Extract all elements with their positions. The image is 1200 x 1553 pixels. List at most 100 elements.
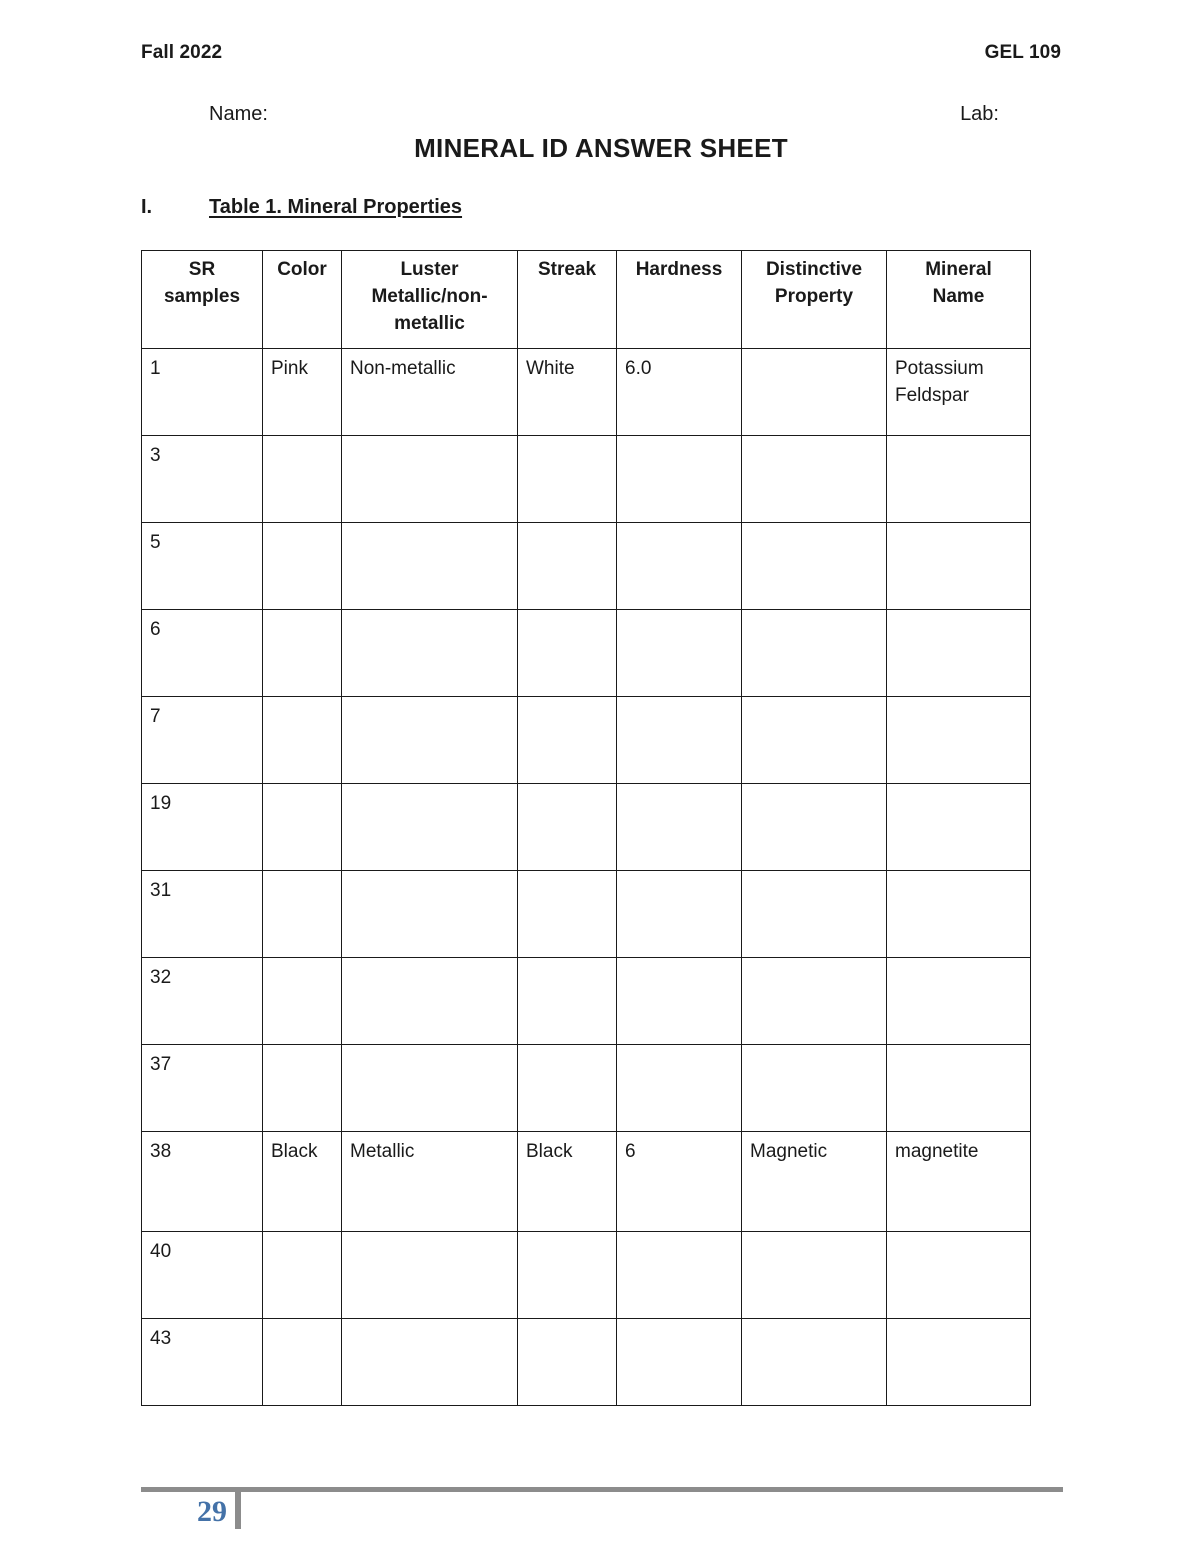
cell-hardness[interactable] <box>616 521 742 610</box>
cell-mineral[interactable] <box>886 521 1031 610</box>
cell-sr[interactable]: 40 <box>141 1230 263 1319</box>
cell-streak[interactable] <box>517 1230 617 1319</box>
cell-distinctive[interactable] <box>741 521 887 610</box>
cell-color[interactable] <box>262 782 342 871</box>
cell-color[interactable] <box>262 869 342 958</box>
cell-mineral[interactable] <box>886 608 1031 697</box>
cell-sr[interactable]: 6 <box>141 608 263 697</box>
cell-sr[interactable]: 7 <box>141 695 263 784</box>
cell-hardness[interactable]: 6.0 <box>616 347 742 436</box>
cell-mineral[interactable] <box>886 434 1031 523</box>
cell-mineral[interactable] <box>886 869 1031 958</box>
cell-sr[interactable]: 19 <box>141 782 263 871</box>
cell-sr[interactable]: 5 <box>141 521 263 610</box>
cell-color[interactable]: Pink <box>262 347 342 436</box>
cell-color[interactable] <box>262 608 342 697</box>
cell-sr[interactable]: 1 <box>141 347 263 436</box>
cell-color[interactable] <box>262 695 342 784</box>
cell-streak[interactable] <box>517 695 617 784</box>
cell-distinctive[interactable] <box>741 1230 887 1319</box>
cell-distinctive[interactable]: Magnetic <box>741 1130 887 1232</box>
table-row: 19 <box>141 782 1031 871</box>
cell-color[interactable] <box>262 434 342 523</box>
cell-hardness[interactable] <box>616 1043 742 1132</box>
cell-streak[interactable]: White <box>517 347 617 436</box>
table-row: 7 <box>141 695 1031 784</box>
cell-color[interactable]: Black <box>262 1130 342 1232</box>
column-header-distinctive-property: Distinctive Property <box>741 250 887 349</box>
cell-sr[interactable]: 37 <box>141 1043 263 1132</box>
cell-distinctive[interactable] <box>741 347 887 436</box>
column-header-mineral-name: Mineral Name <box>886 250 1031 349</box>
cell-mineral[interactable] <box>886 1043 1031 1132</box>
cell-streak[interactable] <box>517 608 617 697</box>
page-footer: 29 <box>141 1487 1063 1547</box>
cell-sr[interactable]: 32 <box>141 956 263 1045</box>
cell-luster[interactable] <box>341 956 518 1045</box>
header-term: Fall 2022 <box>141 42 223 63</box>
cell-sr[interactable]: 31 <box>141 869 263 958</box>
cell-luster[interactable]: Metallic <box>341 1130 518 1232</box>
cell-mineral[interactable]: magnetite <box>886 1130 1031 1232</box>
cell-distinctive[interactable] <box>741 782 887 871</box>
cell-streak[interactable] <box>517 1317 617 1406</box>
cell-hardness[interactable] <box>616 608 742 697</box>
cell-luster[interactable] <box>341 1230 518 1319</box>
cell-color[interactable] <box>262 1317 342 1406</box>
cell-color[interactable] <box>262 956 342 1045</box>
cell-mineral[interactable] <box>886 1317 1031 1406</box>
cell-hardness[interactable]: 6 <box>616 1130 742 1232</box>
cell-mineral[interactable]: Potassium Feldspar <box>886 347 1031 436</box>
cell-color[interactable] <box>262 1230 342 1319</box>
cell-streak[interactable] <box>517 1043 617 1132</box>
cell-hardness[interactable] <box>616 434 742 523</box>
cell-streak[interactable] <box>517 956 617 1045</box>
cell-hardness[interactable] <box>616 956 742 1045</box>
table-header-row: SR samples Color Luster Metallic/non- me… <box>141 250 1031 349</box>
cell-luster[interactable] <box>341 1317 518 1406</box>
cell-mineral[interactable] <box>886 695 1031 784</box>
column-header-line: Luster <box>400 259 459 280</box>
cell-sr[interactable]: 43 <box>141 1317 263 1406</box>
cell-mineral[interactable] <box>886 782 1031 871</box>
mineral-properties-table: SR samples Color Luster Metallic/non- me… <box>141 250 1031 1406</box>
cell-streak[interactable] <box>517 782 617 871</box>
cell-distinctive[interactable] <box>741 869 887 958</box>
cell-distinctive[interactable] <box>741 434 887 523</box>
cell-mineral[interactable] <box>886 956 1031 1045</box>
cell-distinctive[interactable] <box>741 956 887 1045</box>
cell-streak[interactable] <box>517 521 617 610</box>
cell-distinctive[interactable] <box>741 608 887 697</box>
cell-luster[interactable] <box>341 608 518 697</box>
cell-hardness[interactable] <box>616 1317 742 1406</box>
cell-luster[interactable] <box>341 782 518 871</box>
cell-hardness[interactable] <box>616 695 742 784</box>
cell-sr[interactable]: 38 <box>141 1130 263 1232</box>
cell-streak[interactable] <box>517 434 617 523</box>
cell-streak[interactable] <box>517 869 617 958</box>
cell-hardness[interactable] <box>616 869 742 958</box>
cell-streak[interactable]: Black <box>517 1130 617 1232</box>
cell-hardness[interactable] <box>616 782 742 871</box>
column-header-streak: Streak <box>517 250 617 349</box>
cell-luster[interactable] <box>341 695 518 784</box>
cell-luster[interactable] <box>341 1043 518 1132</box>
column-header-line: Color <box>277 259 327 280</box>
cell-color[interactable] <box>262 521 342 610</box>
cell-hardness[interactable] <box>616 1230 742 1319</box>
cell-luster[interactable] <box>341 434 518 523</box>
cell-distinctive[interactable] <box>741 695 887 784</box>
cell-luster[interactable]: Non-metallic <box>341 347 518 436</box>
cell-luster[interactable] <box>341 869 518 958</box>
cell-distinctive[interactable] <box>741 1317 887 1406</box>
cell-sr[interactable]: 3 <box>141 434 263 523</box>
column-header-line: Metallic/non- <box>371 285 488 307</box>
cell-mineral[interactable] <box>886 1230 1031 1319</box>
cell-distinctive[interactable] <box>741 1043 887 1132</box>
cell-color[interactable] <box>262 1043 342 1132</box>
cell-luster[interactable] <box>341 521 518 610</box>
column-header-line: Distinctive <box>765 259 863 280</box>
column-header-hardness: Hardness <box>616 250 742 349</box>
column-header-line: Streak <box>537 259 597 280</box>
